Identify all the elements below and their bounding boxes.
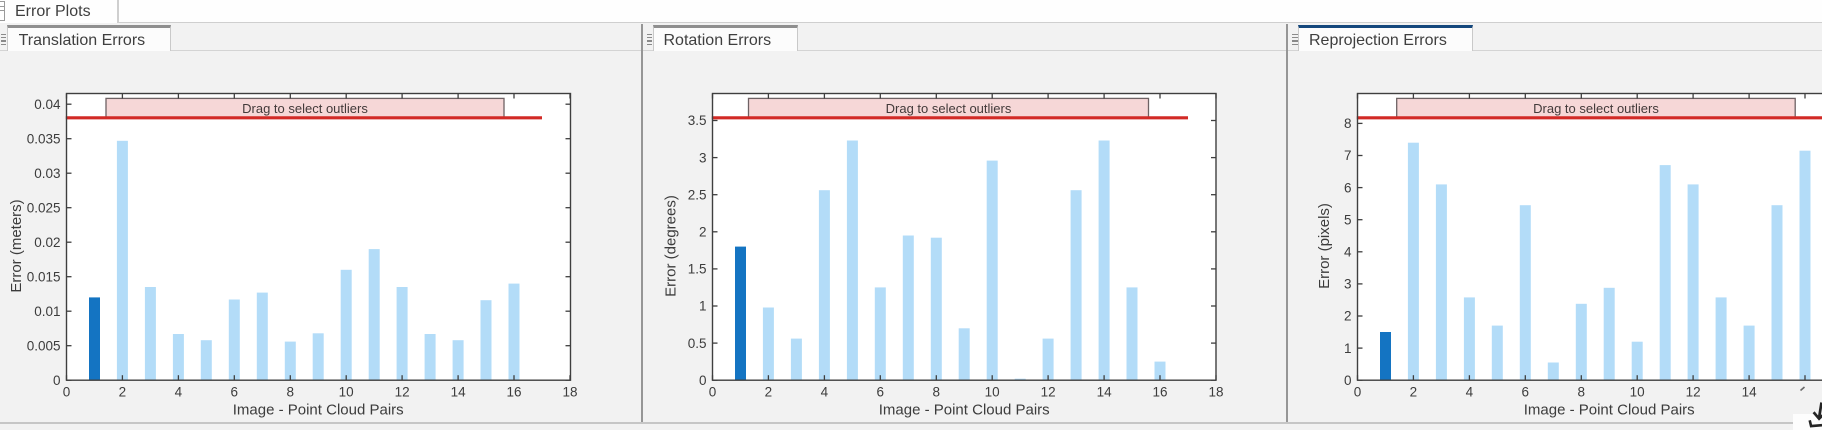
svg-text:1.5: 1.5	[688, 262, 707, 277]
svg-text:Image - Point Cloud Pairs: Image - Point Cloud Pairs	[1524, 402, 1695, 419]
svg-text:0.5: 0.5	[688, 336, 707, 351]
svg-text:2: 2	[765, 384, 773, 399]
svg-text:Drag to select outliers: Drag to select outliers	[242, 101, 368, 116]
svg-text:12: 12	[1686, 384, 1701, 399]
svg-text:0.01: 0.01	[34, 304, 60, 319]
svg-text:1: 1	[1344, 341, 1352, 356]
svg-text:14: 14	[451, 384, 467, 399]
svg-text:8: 8	[1578, 384, 1586, 399]
svg-text:18: 18	[562, 384, 577, 399]
svg-text:3: 3	[1344, 277, 1352, 292]
svg-text:4: 4	[1466, 384, 1474, 399]
svg-text:12: 12	[395, 384, 410, 399]
svg-text:0: 0	[1354, 384, 1362, 399]
svg-text:0.025: 0.025	[27, 200, 61, 215]
svg-text:6: 6	[1522, 384, 1530, 399]
svg-text:18: 18	[1208, 384, 1223, 399]
svg-text:10: 10	[339, 384, 354, 399]
svg-text:2: 2	[699, 225, 707, 240]
svg-text:16: 16	[506, 384, 521, 399]
svg-text:Image - Point Cloud Pairs: Image - Point Cloud Pairs	[879, 402, 1050, 419]
svg-text:Image - Point Cloud Pairs: Image - Point Cloud Pairs	[233, 402, 404, 419]
svg-text:0.015: 0.015	[27, 269, 61, 284]
svg-text:2: 2	[1410, 384, 1418, 399]
svg-text:4: 4	[175, 384, 183, 399]
svg-text:Error (degrees): Error (degrees)	[663, 195, 680, 297]
svg-text:0: 0	[53, 373, 61, 388]
svg-text:Error (pixels): Error (pixels)	[1316, 203, 1333, 289]
svg-text:16: 16	[1152, 384, 1167, 399]
svg-text:0: 0	[709, 384, 717, 399]
svg-text:6: 6	[877, 384, 885, 399]
svg-text:0: 0	[63, 384, 71, 399]
svg-text:0.04: 0.04	[34, 97, 61, 112]
svg-text:0.005: 0.005	[27, 338, 61, 353]
svg-text:0.03: 0.03	[34, 166, 60, 181]
svg-text:0.035: 0.035	[27, 131, 61, 146]
svg-text:6: 6	[231, 384, 239, 399]
svg-text:0: 0	[699, 373, 707, 388]
svg-text:1: 1	[699, 299, 707, 314]
svg-text:14: 14	[1097, 384, 1113, 399]
svg-text:8: 8	[1344, 116, 1352, 131]
svg-text:8: 8	[933, 384, 941, 399]
svg-text:3: 3	[699, 150, 707, 165]
svg-text:2: 2	[119, 384, 127, 399]
svg-text:0.02: 0.02	[34, 235, 60, 250]
svg-text:7: 7	[1344, 148, 1352, 163]
svg-text:10: 10	[1630, 384, 1645, 399]
svg-text:4: 4	[1344, 245, 1352, 260]
svg-text:2: 2	[1344, 309, 1352, 324]
svg-text:5: 5	[1344, 212, 1352, 227]
svg-text:12: 12	[1041, 384, 1056, 399]
svg-text:10: 10	[985, 384, 1000, 399]
svg-text:14: 14	[1742, 384, 1758, 399]
svg-text:Drag to select outliers: Drag to select outliers	[1533, 101, 1659, 116]
svg-text:0: 0	[1344, 373, 1352, 388]
svg-text:3.5: 3.5	[688, 113, 707, 128]
svg-text:6: 6	[1344, 180, 1352, 195]
svg-text:4: 4	[821, 384, 829, 399]
svg-text:Drag to select outliers: Drag to select outliers	[886, 101, 1012, 116]
svg-text:Error (meters): Error (meters)	[8, 199, 25, 292]
svg-text:2.5: 2.5	[688, 187, 707, 202]
svg-text:8: 8	[287, 384, 295, 399]
